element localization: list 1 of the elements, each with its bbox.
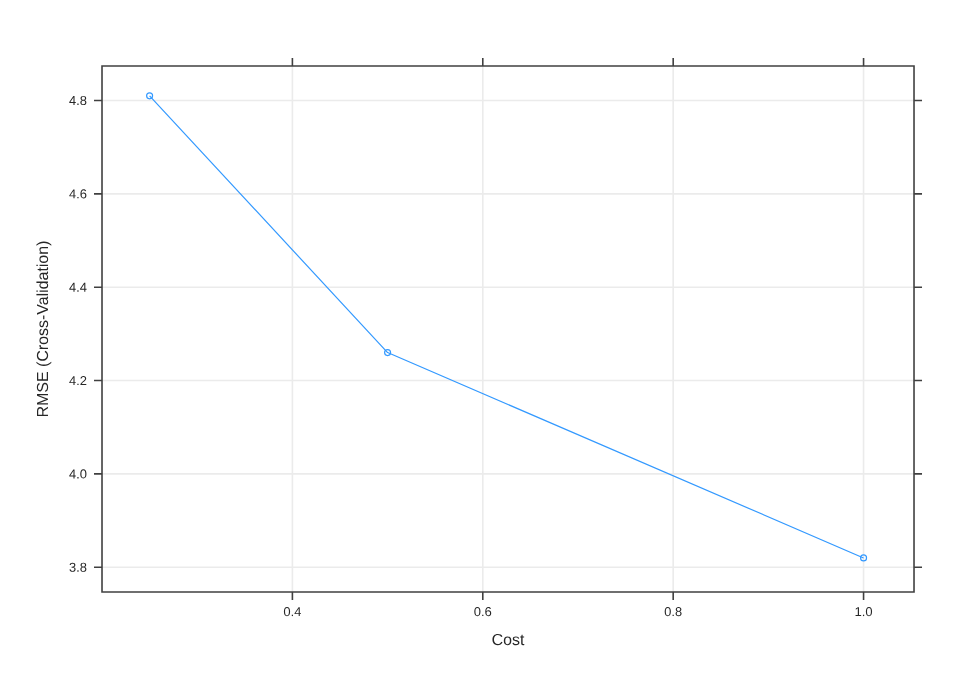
point [384, 348, 392, 357]
